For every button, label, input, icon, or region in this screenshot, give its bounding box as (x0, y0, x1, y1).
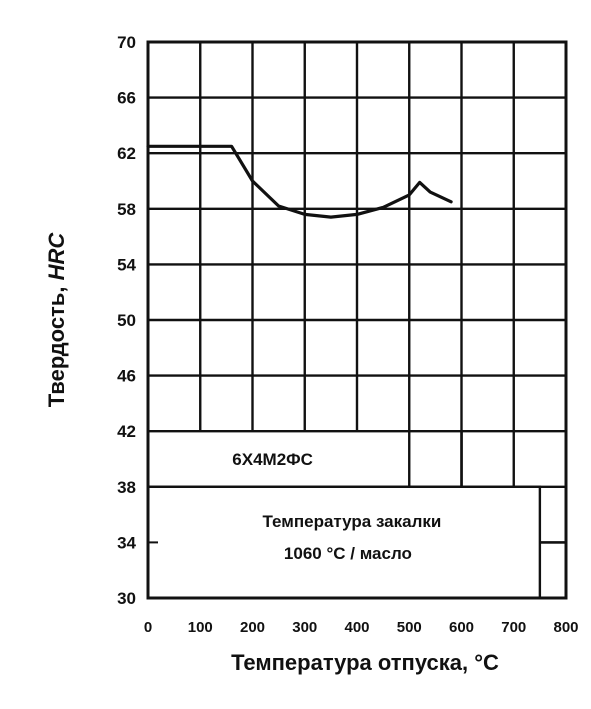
y-tick-label: 54 (117, 255, 136, 274)
y-tick-label: 66 (117, 89, 136, 108)
quench-medium-label: 1060 °С / масло (284, 544, 412, 563)
y-tick-label: 30 (117, 589, 136, 608)
x-tick-label: 500 (397, 619, 422, 636)
x-tick-label: 700 (501, 619, 526, 636)
y-tick-label: 34 (117, 533, 136, 552)
y-tick-label: 42 (117, 422, 136, 441)
annotation-boxes (146, 430, 566, 600)
x-tick-label: 800 (553, 619, 578, 636)
y-tick-label: 70 (117, 33, 136, 52)
x-tick-labels: 0 100 200 300 400 500 600 700 800 (144, 619, 579, 636)
y-tick-label: 46 (117, 367, 136, 386)
quench-info-box (146, 485, 542, 600)
quench-temperature-label: Температура закалки (263, 512, 442, 531)
y-tick-label: 62 (117, 144, 136, 163)
x-tick-label: 200 (240, 619, 265, 636)
y-axis-title: Твердость, HRC (44, 232, 69, 408)
x-axis-title: Температура отпуска, °С (231, 650, 499, 675)
x-tick-label: 600 (449, 619, 474, 636)
y-axis-title-prefix: Твердость, (44, 280, 69, 407)
x-tick-label: 0 (144, 619, 152, 636)
series-layer (146, 144, 453, 219)
y-tick-labels: 70 66 62 58 54 50 46 42 38 34 30 (117, 33, 136, 608)
x-tick-label: 300 (292, 619, 317, 636)
steel-grade-label: 6Х4М2ФС (232, 450, 313, 469)
x-tick-label: 400 (344, 619, 369, 636)
y-tick-label: 38 (117, 478, 136, 497)
plot-frame (146, 40, 568, 600)
y-tick-label: 50 (117, 311, 136, 330)
y-tick-label: 58 (117, 200, 136, 219)
series-line (146, 144, 453, 219)
y-axis-title-unit: HRC (44, 232, 69, 281)
x-tick-label: 100 (188, 619, 213, 636)
